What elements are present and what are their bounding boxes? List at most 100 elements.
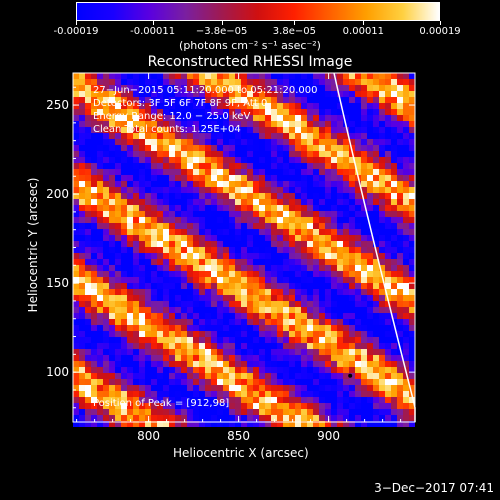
heatmap-cell bbox=[163, 181, 169, 187]
heatmap-cell bbox=[337, 379, 343, 385]
heatmap-cell bbox=[103, 265, 109, 271]
annotation-time-range: 27−Jun−2015 05:11:20.000 to 05:21:20.000 bbox=[93, 85, 318, 96]
heatmap-cell bbox=[355, 205, 361, 211]
heatmap-cell bbox=[379, 205, 385, 211]
heatmap-cell bbox=[343, 409, 349, 415]
heatmap-cell bbox=[103, 283, 109, 289]
heatmap-cell bbox=[337, 295, 343, 301]
heatmap-cell bbox=[85, 151, 91, 157]
heatmap-cell bbox=[211, 127, 217, 133]
heatmap-cell bbox=[265, 73, 271, 79]
heatmap-cell bbox=[163, 103, 169, 109]
heatmap-cell bbox=[79, 361, 85, 367]
heatmap-cell bbox=[175, 229, 181, 235]
heatmap-cell bbox=[379, 259, 385, 265]
heatmap-cell bbox=[319, 355, 325, 361]
heatmap-cell bbox=[397, 271, 403, 277]
heatmap-cell bbox=[145, 283, 151, 289]
heatmap-cell bbox=[289, 145, 295, 151]
heatmap-cell bbox=[187, 403, 193, 409]
heatmap-cell bbox=[157, 235, 163, 241]
heatmap-cell bbox=[385, 139, 391, 145]
heatmap-cell bbox=[193, 85, 199, 91]
heatmap-cell bbox=[349, 259, 355, 265]
heatmap-cell bbox=[313, 253, 319, 259]
heatmap-cell bbox=[331, 313, 337, 319]
heatmap-cell bbox=[277, 229, 283, 235]
heatmap-cell bbox=[313, 229, 319, 235]
heatmap-cell bbox=[271, 217, 277, 223]
heatmap-cell bbox=[139, 241, 145, 247]
heatmap-cell bbox=[307, 319, 313, 325]
heatmap-cell bbox=[319, 415, 325, 421]
heatmap-cell bbox=[151, 337, 157, 343]
heatmap-cell bbox=[325, 385, 331, 391]
heatmap-cell bbox=[175, 163, 181, 169]
heatmap-cell bbox=[301, 385, 307, 391]
heatmap-cell bbox=[229, 325, 235, 331]
heatmap-cell bbox=[367, 295, 373, 301]
heatmap-cell bbox=[133, 187, 139, 193]
heatmap-cell bbox=[151, 235, 157, 241]
heatmap-cell bbox=[385, 157, 391, 163]
heatmap-cell bbox=[391, 373, 397, 379]
heatmap-cell bbox=[115, 187, 121, 193]
heatmap-cell bbox=[361, 421, 367, 427]
heatmap-cell bbox=[289, 385, 295, 391]
heatmap-cell bbox=[217, 181, 223, 187]
heatmap-cell bbox=[151, 109, 157, 115]
heatmap-cell bbox=[259, 193, 265, 199]
heatmap-cell bbox=[331, 349, 337, 355]
heatmap-cell bbox=[283, 91, 289, 97]
heatmap-cell bbox=[283, 373, 289, 379]
heatmap-cell bbox=[127, 73, 133, 79]
heatmap-cell bbox=[211, 325, 217, 331]
heatmap-cell bbox=[151, 91, 157, 97]
heatmap-cell bbox=[133, 205, 139, 211]
heatmap-cell bbox=[283, 247, 289, 253]
heatmap-cell bbox=[283, 253, 289, 259]
heatmap-cell bbox=[283, 337, 289, 343]
heatmap-cell bbox=[283, 385, 289, 391]
heatmap-cell bbox=[385, 133, 391, 139]
heatmap-cell bbox=[289, 241, 295, 247]
heatmap-cell bbox=[133, 139, 139, 145]
heatmap-cell bbox=[289, 205, 295, 211]
heatmap-cell bbox=[97, 151, 103, 157]
heatmap-cell bbox=[319, 331, 325, 337]
heatmap-cell bbox=[205, 175, 211, 181]
heatmap-cell bbox=[337, 385, 343, 391]
heatmap-cell bbox=[241, 223, 247, 229]
heatmap-cell bbox=[127, 121, 133, 127]
heatmap-cell bbox=[169, 265, 175, 271]
heatmap-cell bbox=[247, 79, 253, 85]
heatmap-cell bbox=[337, 109, 343, 115]
heatmap-cell bbox=[223, 259, 229, 265]
heatmap-cell bbox=[295, 379, 301, 385]
heatmap-cell bbox=[301, 355, 307, 361]
heatmap-cell bbox=[259, 373, 265, 379]
heatmap-cell bbox=[247, 289, 253, 295]
heatmap-cell bbox=[115, 391, 121, 397]
heatmap-cell bbox=[97, 367, 103, 373]
heatmap-cell bbox=[265, 337, 271, 343]
heatmap-cell bbox=[241, 163, 247, 169]
heatmap-cell bbox=[175, 283, 181, 289]
heatmap-cell bbox=[373, 91, 379, 97]
heatmap-cell bbox=[79, 115, 85, 121]
heatmap-cell bbox=[193, 247, 199, 253]
heatmap-cell bbox=[85, 115, 91, 121]
heatmap-cell bbox=[73, 217, 79, 223]
heatmap-cell bbox=[271, 349, 277, 355]
heatmap-cell bbox=[151, 73, 157, 79]
heatmap-cell bbox=[385, 229, 391, 235]
heatmap-cell bbox=[151, 145, 157, 151]
heatmap-cell bbox=[409, 175, 415, 181]
heatmap-cell bbox=[301, 193, 307, 199]
heatmap-cell bbox=[295, 307, 301, 313]
heatmap-cell bbox=[331, 163, 337, 169]
heatmap-cell bbox=[265, 301, 271, 307]
heatmap-cell bbox=[331, 379, 337, 385]
heatmap-cell bbox=[79, 259, 85, 265]
heatmap-cell bbox=[229, 205, 235, 211]
